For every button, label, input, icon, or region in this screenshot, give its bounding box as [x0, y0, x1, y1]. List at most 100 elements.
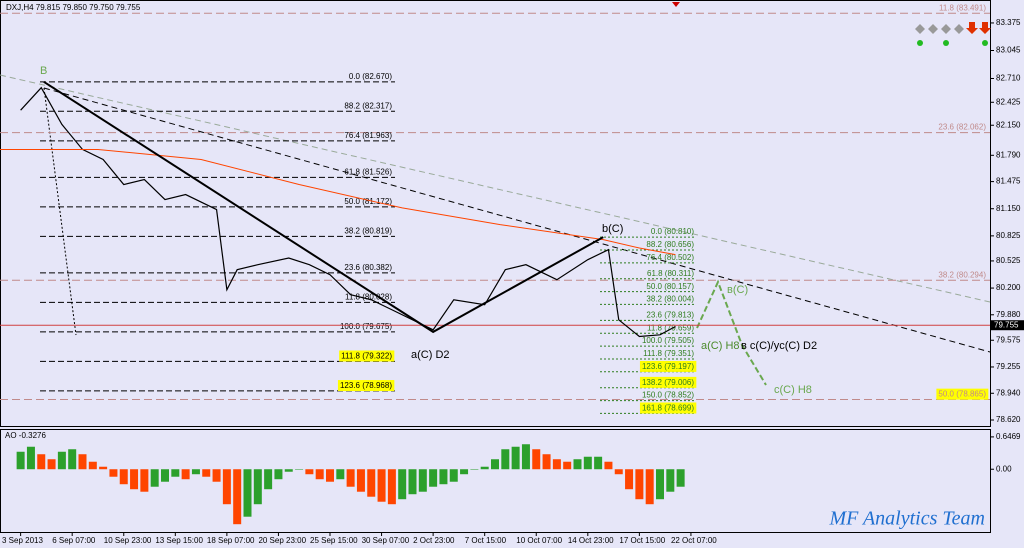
- fib-highlight: [639, 402, 697, 414]
- fib-label: 38.2 (80.819): [344, 226, 392, 235]
- ao-bar: [253, 469, 262, 505]
- fib-label: 111.8 (79.351): [643, 349, 694, 358]
- y-tick-label: 80.200: [996, 283, 1021, 292]
- y-tick-label: 78.620: [996, 415, 1021, 424]
- ao-bar: [26, 446, 35, 470]
- ao-bar: [429, 469, 438, 487]
- ao-pane: [0, 429, 991, 533]
- fib-label: 23.6 (79.813): [646, 310, 694, 319]
- ao-bar: [449, 469, 458, 482]
- ao-bar: [460, 469, 469, 475]
- ao-bar: [119, 469, 128, 485]
- y-tick-label: 79.255: [996, 362, 1021, 371]
- ao-bar: [346, 469, 355, 487]
- ao-bar: [367, 469, 376, 497]
- x-tick-label: 10 Oct 07:00: [516, 536, 562, 545]
- x-tick-label: 2 Oct 23:00: [413, 536, 455, 545]
- ao-bar: [88, 461, 97, 470]
- ao-bar: [635, 469, 644, 500]
- ao-bar: [542, 454, 551, 470]
- fib-label: 50.0 (80.157): [646, 282, 694, 291]
- price-line-series: [20, 86, 676, 338]
- ao-bar: [491, 459, 499, 470]
- fib-label: 100.0 (79.675): [340, 322, 392, 331]
- fib-highlight: [337, 380, 395, 392]
- x-tick-label: 3 Sep 2013: [2, 536, 43, 545]
- x-tick-label: 25 Sep 15:00: [310, 536, 358, 545]
- annotation: в(C): [727, 284, 748, 296]
- fib-label: 100.0 (79.505): [642, 336, 694, 345]
- fib-label: 0.0 (82.670): [349, 72, 392, 81]
- fib-label: 23.6 (82.062): [938, 123, 986, 132]
- ao-bar: [501, 449, 510, 470]
- ao-bar: [37, 454, 46, 470]
- x-tick-label: 10 Sep 23:00: [104, 536, 152, 545]
- ao-bar: [521, 444, 530, 470]
- fib-label: 38.2 (80.004): [646, 295, 694, 304]
- fib-label: 88.2 (82.317): [344, 101, 392, 110]
- y-tick-label: 83.045: [996, 46, 1021, 55]
- ao-bar: [181, 469, 190, 480]
- ao-tick-label: 0.6469: [996, 432, 1021, 441]
- marker: [672, 2, 680, 7]
- fib-label: 123.6 (78.968): [340, 381, 392, 390]
- annotation: c(C) H8: [774, 384, 812, 396]
- ao-bar: [191, 469, 200, 475]
- annotation: в c(C)/yc(C) D2: [741, 340, 817, 352]
- x-tick-label: 30 Sep 07:00: [362, 536, 410, 545]
- ao-bar: [645, 469, 654, 505]
- y-tick-label: 80.525: [996, 256, 1021, 265]
- fib-label: 11.8 (83.491): [939, 3, 986, 12]
- y-tick-label: 81.150: [996, 204, 1021, 213]
- ao-bar: [161, 469, 169, 482]
- annotation: B: [40, 65, 47, 77]
- ao-bar: [68, 449, 77, 470]
- x-tick-label: 7 Oct 15:00: [465, 536, 507, 545]
- arrow-icons: [966, 22, 991, 34]
- ao-bar: [315, 469, 324, 480]
- ao-bar: [57, 451, 66, 470]
- y-tick-label: 79.880: [996, 310, 1021, 319]
- y-tick-label: 81.475: [996, 177, 1021, 186]
- ao-bar: [573, 459, 582, 470]
- ao-bar: [439, 469, 448, 485]
- x-tick-label: 14 Oct 23:00: [568, 536, 614, 545]
- ao-bar: [202, 469, 211, 477]
- ao-bar: [470, 469, 479, 470]
- ao-title: AO -0.3276: [5, 431, 46, 440]
- ao-bar: [16, 451, 25, 470]
- ao-bar: [305, 469, 314, 475]
- fib-label: 150.0 (78.852): [642, 391, 694, 400]
- y-tick-label: 82.150: [996, 120, 1021, 129]
- annotation: b(C): [602, 223, 623, 235]
- ao-bar: [78, 454, 87, 470]
- ao-bar: [212, 469, 221, 482]
- fib-label: 88.2 (80.656): [646, 240, 694, 249]
- ao-bar: [356, 469, 365, 492]
- fib-highlight: [339, 350, 395, 362]
- ao-bar: [563, 461, 572, 470]
- trend-line: [43, 87, 991, 353]
- ao-bar: [614, 469, 623, 475]
- ao-bar: [140, 469, 149, 492]
- y-tick-label: 79.575: [996, 335, 1021, 344]
- fib-label: 50.0 (81.172): [344, 197, 392, 206]
- ao-bar: [666, 469, 675, 492]
- fib-highlight: [639, 376, 697, 388]
- ao-bar: [532, 449, 541, 470]
- ao-bar: [604, 461, 613, 470]
- ao-tick-label: 0.00: [996, 464, 1012, 473]
- ao-bar: [222, 469, 231, 505]
- ao-bar: [109, 469, 118, 477]
- ao-bar: [150, 469, 159, 487]
- ao-bar: [130, 469, 139, 490]
- fib-label: 138.2 (79.006): [642, 378, 694, 387]
- y-tick-label: 82.710: [996, 74, 1021, 83]
- ao-bar: [480, 466, 489, 470]
- fib-label: 23.6 (80.382): [344, 263, 392, 272]
- ao-bar: [274, 469, 283, 480]
- ao-bar: [336, 469, 345, 480]
- chart-title: DXJ,H4 79.815 79.850 79.750 79.755: [6, 3, 141, 12]
- ao-bar: [511, 446, 520, 470]
